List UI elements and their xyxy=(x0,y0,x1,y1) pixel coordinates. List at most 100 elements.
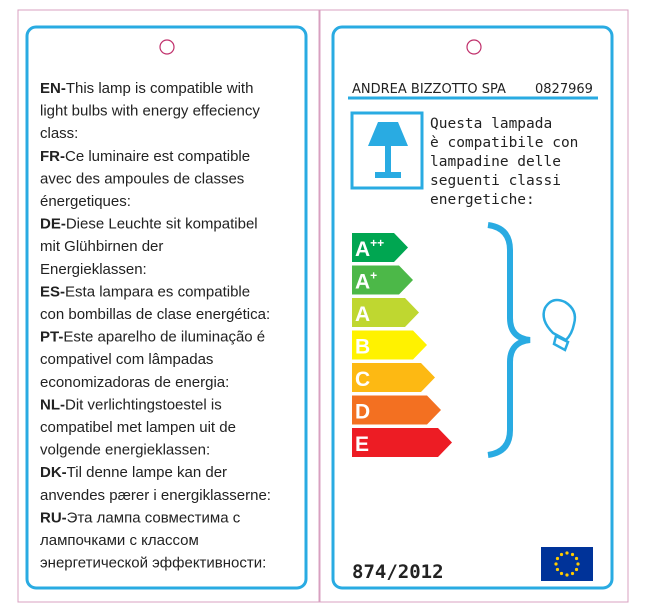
text-line: NL-Dit verlichtingstoestel is xyxy=(40,396,222,413)
class-arrow xyxy=(352,428,452,457)
star xyxy=(570,552,575,557)
class-letter: A xyxy=(355,271,370,294)
text-line: FR-Ce luminaire est compatible xyxy=(40,148,250,165)
class-label: A xyxy=(355,303,370,326)
class-label: A+ xyxy=(355,269,377,294)
class-letter: A xyxy=(355,303,370,326)
line-text: Diese Leuchte sit kompatibel xyxy=(66,216,258,233)
star xyxy=(565,551,569,555)
product-code: 0827969 xyxy=(535,82,593,97)
line-text: лампочками с классом xyxy=(40,532,199,549)
hang-hole xyxy=(466,39,482,55)
line-text: economizadoras de energia: xyxy=(40,374,229,391)
text-line: PT-Este aparelho de iluminação é xyxy=(40,329,265,346)
language-code: DK- xyxy=(40,464,67,481)
star xyxy=(570,571,575,576)
language-text: EN-This lamp is compatible with light bul… xyxy=(40,80,271,572)
language-code: FR- xyxy=(40,148,65,165)
star xyxy=(555,567,560,572)
brace xyxy=(487,222,531,458)
bulb-icon xyxy=(542,298,577,352)
regulation: 874/2012 xyxy=(352,561,444,583)
class-label: C xyxy=(355,368,370,391)
text-line: EN-This lamp is compatible with xyxy=(40,80,253,97)
text-line: энергетической эффективности: xyxy=(40,555,266,572)
line-text: Energieklassen: xyxy=(40,261,147,278)
language-code: EN- xyxy=(40,80,66,97)
class-arrow xyxy=(352,233,408,262)
text-line: лампочками с классом xyxy=(40,532,199,549)
description-line: energetiche: xyxy=(430,192,535,208)
text-line: class: xyxy=(40,125,78,142)
line-text: энергетической эффективности: xyxy=(40,555,266,572)
text-line: economizadoras de energia: xyxy=(40,374,229,391)
text-line: compatibel met lampen uit de xyxy=(40,419,236,436)
text-line: light bulbs with energy effeciency xyxy=(40,103,260,120)
class-letter: E xyxy=(355,433,369,456)
star xyxy=(576,562,580,566)
description-line: Questa lampada xyxy=(430,116,552,132)
language-code: NL- xyxy=(40,396,65,413)
line-text: volgende energieklassen: xyxy=(40,442,210,459)
star xyxy=(559,552,564,557)
class-label: A++ xyxy=(355,236,384,261)
class-arrow xyxy=(352,363,435,392)
line-text: compatibel met lampen uit de xyxy=(40,419,236,436)
star xyxy=(574,567,579,572)
line-text: compativel com lâmpadas xyxy=(40,351,213,368)
line-text: Este aparelho de iluminação é xyxy=(63,329,265,346)
class-arrow xyxy=(352,265,413,295)
eu-flag xyxy=(541,547,593,581)
description: Questa lampada è compatibile con lampadine… xyxy=(430,116,578,208)
text-line: compativel com lâmpadas xyxy=(40,351,213,368)
right-card-outline xyxy=(319,9,629,603)
star xyxy=(574,556,579,561)
language-code: ES- xyxy=(40,283,65,300)
class-label: D xyxy=(355,401,370,424)
right-card xyxy=(331,25,614,590)
lamp-icon xyxy=(350,111,424,190)
class-letter: C xyxy=(355,368,370,391)
text-line: DE-Diese Leuchte sit kompatibel xyxy=(40,216,258,233)
text-line: DK-Til denne lampe kan der xyxy=(40,464,227,481)
language-code: DE- xyxy=(40,216,66,233)
class-label: B xyxy=(355,336,370,359)
left-card xyxy=(25,25,308,590)
star xyxy=(554,562,558,566)
line-text: Эта лампа совместима с xyxy=(67,509,241,526)
description-line: seguenti classi xyxy=(430,173,561,189)
line-text: énergetiques: xyxy=(40,193,131,210)
description-line: è compatibile con xyxy=(430,135,578,151)
left-card-outline xyxy=(17,9,320,603)
line-text: Esta lampara es compatible xyxy=(65,283,250,300)
text-line: énergetiques: xyxy=(40,193,131,210)
star xyxy=(559,571,564,576)
text-line: anvendes pærer i energiklasserne: xyxy=(40,487,271,504)
star xyxy=(565,573,569,577)
line-text: anvendes pærer i energiklasserne: xyxy=(40,487,271,504)
class-arrow xyxy=(352,298,419,327)
text-line: volgende energieklassen: xyxy=(40,442,210,459)
text-line: mit Glühbirnen der xyxy=(40,238,163,255)
class-sup: + xyxy=(370,269,377,283)
line-text: avec des ampoules de classes xyxy=(40,170,244,187)
description-line: lampadine delle xyxy=(430,154,561,170)
line-text: light bulbs with energy effeciency xyxy=(40,103,260,120)
text-line: avec des ampoules de classes xyxy=(40,170,244,187)
language-code: RU- xyxy=(40,509,67,526)
class-arrow xyxy=(352,395,441,425)
star xyxy=(555,556,560,561)
hang-hole xyxy=(159,39,175,55)
line-text: mit Glühbirnen der xyxy=(40,238,163,255)
line-text: This lamp is compatible with xyxy=(66,80,254,97)
text-line: Energieklassen: xyxy=(40,261,147,278)
text-line: ES-Esta lampara es compatible xyxy=(40,283,250,300)
line-text: Ce luminaire est compatible xyxy=(65,148,250,165)
line-text: con bombillas de clase energética: xyxy=(40,306,270,323)
class-arrow xyxy=(352,330,427,360)
line-text: class: xyxy=(40,125,78,142)
class-label: E xyxy=(355,433,369,456)
line-text: Til denne lampe kan der xyxy=(67,464,227,481)
